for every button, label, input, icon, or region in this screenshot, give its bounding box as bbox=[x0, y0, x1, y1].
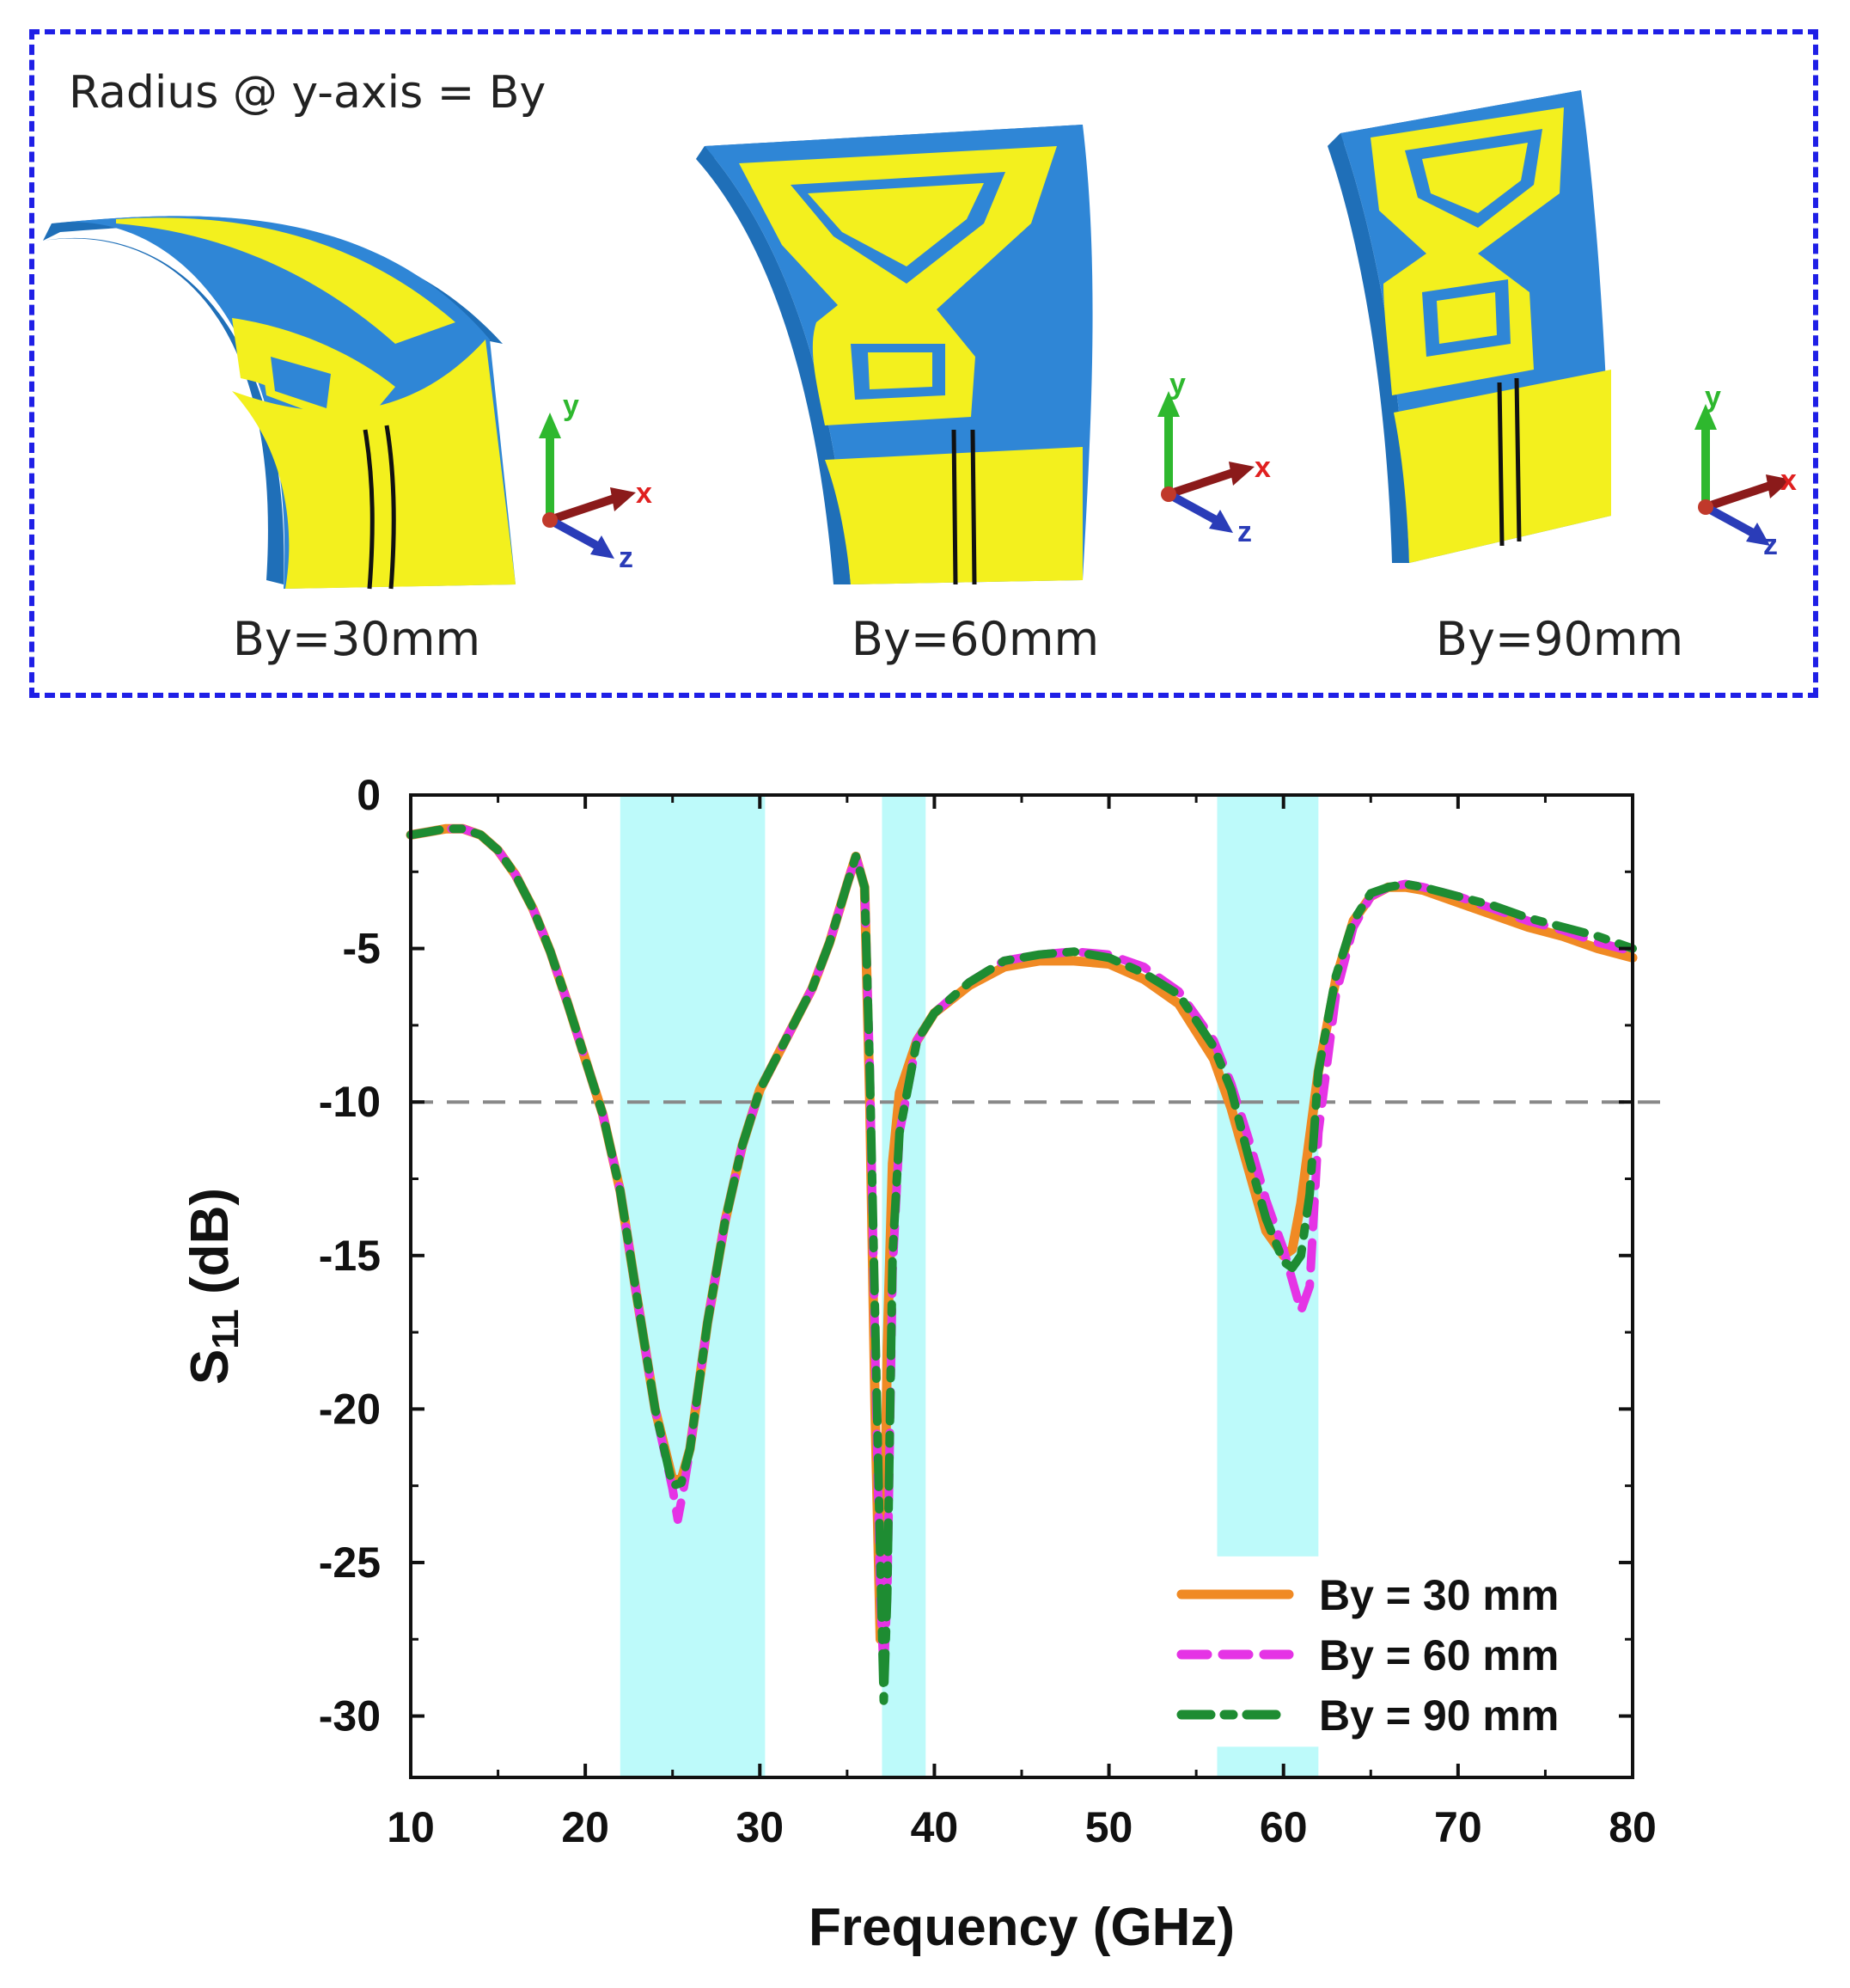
series-group bbox=[406, 823, 1638, 1705]
x-tick-label: 10 bbox=[387, 1803, 435, 1851]
z-axis-label: z bbox=[1763, 529, 1778, 561]
series-line-0 bbox=[406, 823, 1638, 1644]
y-tick-label: -20 bbox=[319, 1385, 381, 1433]
x-axis-label: x bbox=[1780, 464, 1797, 497]
x-tick-label: 30 bbox=[736, 1803, 784, 1851]
x-tick-label: 40 bbox=[911, 1803, 959, 1851]
band-2-1 bbox=[1217, 1746, 1319, 1777]
caption-by60: By=60mm bbox=[851, 612, 1100, 666]
antenna-model-by60 bbox=[696, 125, 1093, 585]
axis-triad-3: y x z bbox=[1694, 382, 1797, 561]
x-tick-label: 20 bbox=[561, 1803, 609, 1851]
frequency-bands bbox=[620, 795, 1319, 1777]
y-ticks: 0 -5 -10 -15 -20 -25 -30 bbox=[319, 771, 1633, 1740]
z-axis-label: z bbox=[619, 541, 633, 572]
y-tick-label: -25 bbox=[319, 1538, 381, 1587]
x-tick-label: 80 bbox=[1609, 1803, 1657, 1851]
y-axis-title: S11 (dB) bbox=[180, 1188, 247, 1385]
y-tick-label: -10 bbox=[319, 1078, 381, 1126]
panel-heading: Radius @ y-axis = By bbox=[69, 67, 546, 119]
y-axis-label: y bbox=[563, 391, 579, 422]
axis-triad-2: y x z bbox=[1157, 370, 1271, 548]
legend-label-2: By = 90 mm bbox=[1319, 1691, 1559, 1740]
model-panel bbox=[29, 29, 1818, 698]
x-axis-label: x bbox=[636, 477, 652, 510]
x-tick-label: 50 bbox=[1085, 1803, 1133, 1851]
y-axis-label: y bbox=[1169, 370, 1186, 401]
s11-chart: 10 20 30 40 50 60 70 80 0 -5 -10 -15 -20 -25 -30 Freq… bbox=[180, 771, 1665, 1957]
x-ticks: 10 20 30 40 50 60 70 80 bbox=[387, 795, 1657, 1851]
series-line-2 bbox=[406, 824, 1637, 1705]
x-tick-label: 60 bbox=[1260, 1803, 1308, 1851]
band-0-0 bbox=[620, 795, 766, 1777]
y-tick-label: -15 bbox=[319, 1232, 381, 1280]
plot-frame bbox=[409, 793, 1634, 1779]
caption-by90: By=90mm bbox=[1435, 612, 1684, 666]
antenna-model-by90 bbox=[1328, 90, 1611, 563]
legend-label-0: By = 30 mm bbox=[1319, 1571, 1559, 1619]
legend-label-1: By = 60 mm bbox=[1319, 1631, 1559, 1679]
y-axis-label: y bbox=[1705, 382, 1721, 413]
y-tick-label: -30 bbox=[319, 1692, 381, 1740]
x-axis-title: Frequency (GHz) bbox=[809, 1898, 1235, 1957]
x-axis-label: x bbox=[1255, 451, 1271, 484]
legend: By = 30 mm By = 60 mm By = 90 mm bbox=[1176, 1571, 1559, 1740]
caption-by30: By=30mm bbox=[232, 612, 481, 666]
y-tick-label: -5 bbox=[343, 925, 381, 973]
antenna-model-by30 bbox=[43, 216, 516, 590]
z-axis-label: z bbox=[1237, 516, 1252, 548]
x-tick-label: 70 bbox=[1434, 1803, 1482, 1851]
y-tick-label: 0 bbox=[357, 771, 381, 819]
axis-triad-1: y x z bbox=[539, 391, 652, 572]
